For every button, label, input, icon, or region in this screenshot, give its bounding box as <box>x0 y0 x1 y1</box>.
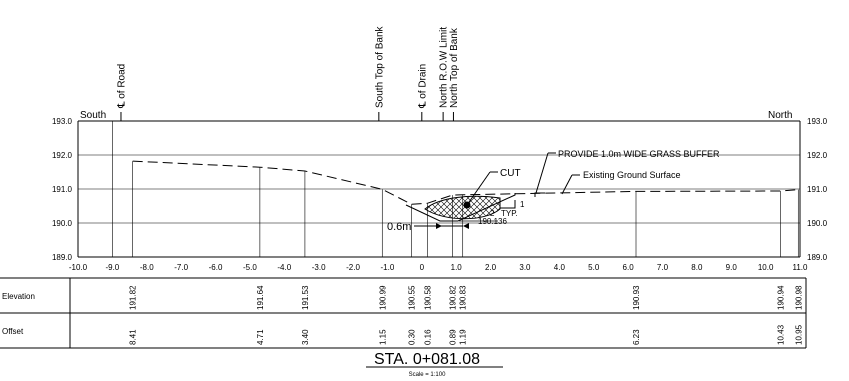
x-tick-label: -9.0 <box>105 263 119 272</box>
feature-label: ℄ of Drain <box>417 64 428 109</box>
cut-area <box>424 195 501 220</box>
elevation-value: 190.93 <box>632 285 641 310</box>
offset-value: 0.89 <box>448 329 457 345</box>
elevation-row-header: Elevation <box>2 292 35 301</box>
existing-ground-line <box>132 160 799 205</box>
x-tick-label: 0 <box>420 263 425 272</box>
buffer-leader <box>535 152 549 194</box>
data-table <box>0 277 807 349</box>
y-tick-label-left: 192.0 <box>52 151 73 160</box>
y-tick-label-right: 193.0 <box>807 117 828 126</box>
dim-06-arrow-left <box>436 223 442 229</box>
slope-typ-label: TYP. <box>501 209 518 218</box>
x-tick-label: 3.0 <box>519 263 531 272</box>
offset-value: 0.30 <box>407 329 416 345</box>
slope-rise-label: 1 <box>520 200 525 209</box>
x-tick-label: -3.0 <box>312 263 326 272</box>
slope-triangle <box>500 200 516 209</box>
elevation-value: 190.83 <box>459 285 468 310</box>
x-tick-label: -8.0 <box>140 263 154 272</box>
x-tick-label: -2.0 <box>346 263 360 272</box>
north-label: North <box>768 110 792 121</box>
x-tick-label: 6.0 <box>623 263 635 272</box>
dim-06-label: 0.6m <box>387 221 411 233</box>
x-tick-label: 10.0 <box>758 263 774 272</box>
feature-label: South Top of Bank <box>374 25 385 108</box>
station-title: STA. 0+081.08 <box>374 351 480 368</box>
buffer-mark <box>534 192 545 197</box>
south-label: South <box>80 110 106 121</box>
x-axis-labels: -10.0 -9.0 -8.0 -7.0 -6.0 -5.0 -4.0 -3.0 -2.0 -1.… <box>69 263 808 272</box>
x-tick-label: 1.0 <box>451 263 463 272</box>
elevation-value: 190.55 <box>407 285 416 310</box>
elevation-value: 190.99 <box>378 285 387 310</box>
x-tick-label: 9.0 <box>726 263 738 272</box>
elevation-value: 191.82 <box>129 285 138 310</box>
dim-06-arrow-right <box>463 223 469 229</box>
offset-value: 1.15 <box>378 329 387 345</box>
elevation-value: 190.98 <box>794 285 803 310</box>
y-tick-label-left: 191.0 <box>52 185 73 194</box>
x-tick-label: 4.0 <box>554 263 566 272</box>
x-tick-label: -6.0 <box>209 263 223 272</box>
invert-elevation-label: 190.136 <box>478 217 507 226</box>
grass-buffer-note: PROVIDE 1.0m WIDE GRASS BUFFER <box>558 149 720 159</box>
feature-labels: ℄ of Road South Top of Bank ℄ of Drain Nort… <box>116 25 460 121</box>
x-tick-label: -5.0 <box>243 263 257 272</box>
offset-value: 6.23 <box>632 329 641 345</box>
slope-run-label: 2 <box>490 209 495 218</box>
x-tick-label: -4.0 <box>277 263 291 272</box>
y-tick-label-left: 189.0 <box>52 253 73 262</box>
offset-value: 8.41 <box>129 329 138 345</box>
station-verticals <box>112 121 799 257</box>
y-tick-label-right: 190.0 <box>807 219 828 228</box>
grid-lines <box>78 154 800 224</box>
y-tick-label-right: 192.0 <box>807 151 828 160</box>
feature-label: North R.O.W Limit <box>439 27 450 108</box>
feature-label: ℄ of Road <box>116 64 127 109</box>
y-tick-label-right: 191.0 <box>807 185 828 194</box>
feature-label: North Top of Bank <box>449 27 460 108</box>
offset-value: 10.43 <box>776 324 785 345</box>
cut-leader <box>466 171 491 206</box>
elevation-value: 191.64 <box>256 285 265 310</box>
x-tick-label: 2.0 <box>485 263 497 272</box>
offset-row-header: Offset <box>2 327 24 336</box>
y-tick-label-left: 190.0 <box>52 219 73 228</box>
y-axis-labels: 189.0 189.0 190.0 190.0 191.0 191.0 192.0 192.0… <box>52 117 828 262</box>
x-tick-label: 7.0 <box>657 263 669 272</box>
offset-value: 1.19 <box>459 329 468 345</box>
x-tick-label: 11.0 <box>793 263 809 272</box>
offset-value: 3.40 <box>301 329 310 345</box>
offset-value: 10.95 <box>794 324 803 345</box>
offset-value: 4.71 <box>256 329 265 345</box>
elevation-value: 190.58 <box>423 285 432 310</box>
x-tick-label: -7.0 <box>174 263 188 272</box>
y-tick-label-left: 193.0 <box>52 117 73 126</box>
elevation-value: 190.82 <box>448 285 457 310</box>
x-tick-label: 5.0 <box>588 263 600 272</box>
table-values: 191.82 8.41 191.64 4.71 191.53 3.40 190.99 1.15… <box>129 285 804 345</box>
elevation-value: 191.53 <box>301 285 310 310</box>
elevation-value: 190.94 <box>776 285 785 310</box>
y-tick-label-right: 189.0 <box>807 253 828 262</box>
proposed-ditch <box>405 193 516 222</box>
offset-value: 0.16 <box>423 329 432 345</box>
x-tick-label: -1.0 <box>381 263 395 272</box>
cut-label: CUT <box>500 168 521 179</box>
ground-leader <box>561 174 573 195</box>
x-tick-label: -10.0 <box>69 263 88 272</box>
existing-ground-note: Existing Ground Surface <box>583 170 681 180</box>
x-tick-label: 8.0 <box>691 263 703 272</box>
scale-label: Scale = 1:100 <box>409 372 447 378</box>
